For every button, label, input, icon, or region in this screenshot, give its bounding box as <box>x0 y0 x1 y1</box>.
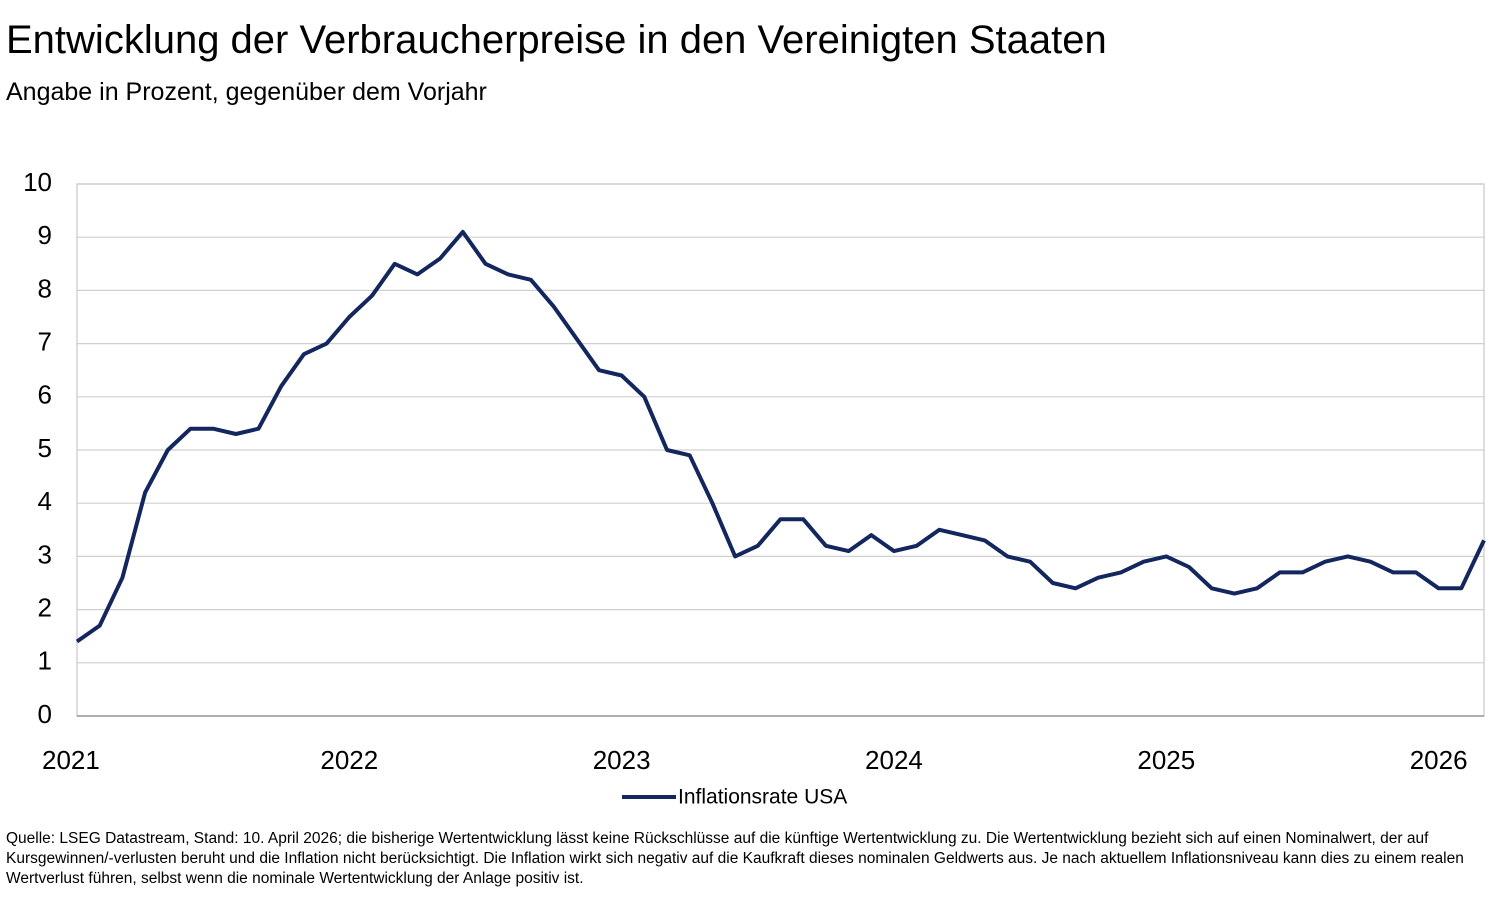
y-tick-label: 10 <box>23 167 52 197</box>
x-tick-label: 2022 <box>320 745 378 775</box>
chart: 0 1 2 3 4 5 6 7 8 9 10 2021 2022 2023 2024 2025 2026 Infl… <box>23 167 1486 809</box>
chart-subtitle: Angabe in Prozent, gegenüber dem Vorjahr <box>6 78 487 106</box>
source-note: Quelle: LSEG Datastream, Stand: 10. Apri… <box>6 830 1464 887</box>
x-tick-label: 2021 <box>42 745 100 775</box>
data-line <box>75 229 1486 644</box>
y-tick-label: 4 <box>38 486 52 516</box>
y-tick-label: 3 <box>38 539 52 569</box>
y-tick-label: 8 <box>38 273 52 303</box>
y-tick-label: 7 <box>38 326 52 356</box>
y-tick-label: 9 <box>38 220 52 250</box>
chart-title: Entwicklung der Verbraucherpreise in den… <box>6 18 1107 62</box>
y-tick-label: 6 <box>38 380 52 410</box>
x-tick-label: 2024 <box>865 745 923 775</box>
legend-label: Inflationsrate USA <box>678 786 847 809</box>
y-tick-label: 2 <box>38 592 52 622</box>
x-tick-label: 2026 <box>1410 745 1468 775</box>
y-tick-label: 1 <box>38 646 52 676</box>
x-tick-label: 2025 <box>1137 745 1195 775</box>
y-tick-label: 0 <box>38 699 52 729</box>
x-tick-label: 2023 <box>593 745 651 775</box>
y-tick-label: 5 <box>38 433 52 463</box>
